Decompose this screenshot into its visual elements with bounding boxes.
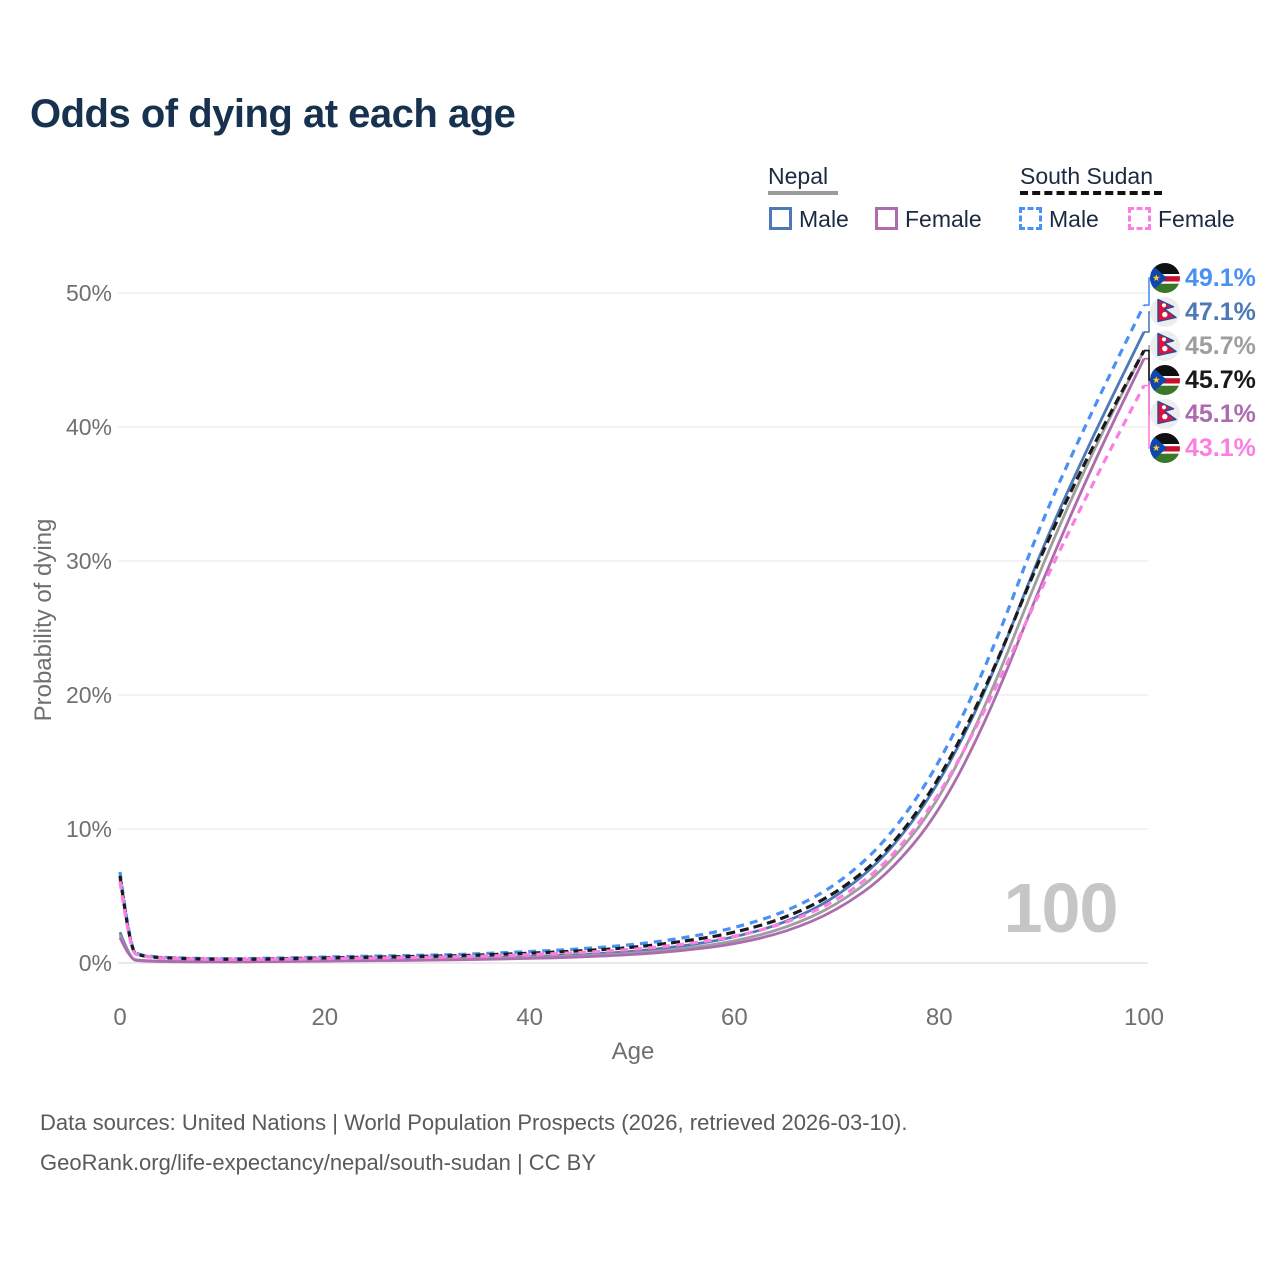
end-label-value: 43.1% — [1185, 433, 1256, 462]
y-tick-10%: 10% — [66, 816, 112, 842]
footer-attribution: GeoRank.org/life-expectancy/nepal/south-… — [40, 1150, 597, 1175]
legend-country-south-sudan[interactable]: South Sudan — [1020, 163, 1154, 189]
end-label-south-sudan-male: 49.1% — [1150, 263, 1256, 293]
legend-swatch-south-sudan-male[interactable] — [1019, 207, 1042, 230]
x-tick-80: 80 — [926, 1004, 953, 1031]
nepal-flag-icon — [1150, 297, 1180, 327]
end-label-nepal-male: 47.1% — [1150, 297, 1256, 327]
x-tick-60: 60 — [721, 1004, 748, 1031]
legend-country-nepal[interactable]: Nepal — [768, 163, 829, 189]
south-sudan-flag-icon — [1150, 263, 1180, 293]
end-label-value: 45.7% — [1185, 331, 1256, 360]
series-line-ss_male[interactable] — [118, 304, 1146, 961]
end-label-south-sudan-female: 43.1% — [1150, 433, 1256, 463]
legend: Nepal Male Female South Sudan Male Femal… — [0, 0, 1280, 250]
end-label-value: 49.1% — [1185, 263, 1256, 292]
y-tick-30%: 30% — [66, 548, 112, 574]
end-label-nepal-total: 45.7% — [1150, 331, 1256, 361]
end-label-south-sudan-total: 45.7% — [1150, 365, 1256, 395]
y-tick-20%: 20% — [66, 682, 112, 708]
legend-swatch-south-sudan-female[interactable] — [1128, 207, 1151, 230]
legend-label-south-sudan-female[interactable]: Female — [1158, 206, 1235, 232]
south-sudan-line-style-sample — [1020, 191, 1162, 195]
legend-swatch-nepal-female[interactable] — [875, 207, 898, 230]
series-line-ss_female[interactable] — [118, 384, 1146, 962]
nepal-flag-icon — [1150, 399, 1180, 429]
legend-swatch-nepal-male[interactable] — [769, 207, 792, 230]
footer-data-sources: Data sources: United Nations | World Pop… — [40, 1110, 908, 1135]
age-counter-watermark: 100 — [1003, 869, 1119, 947]
end-label-value: 45.1% — [1185, 399, 1256, 428]
y-tick-0%: 0% — [79, 950, 112, 976]
series-line-ss_total[interactable] — [118, 349, 1146, 961]
end-label-value: 47.1% — [1185, 297, 1256, 326]
x-tick-20: 20 — [311, 1004, 338, 1031]
series-line-np_female[interactable] — [118, 358, 1146, 964]
x-axis-title: Age — [611, 1038, 655, 1065]
south-sudan-flag-icon — [1150, 365, 1180, 395]
legend-label-nepal-male[interactable]: Male — [799, 206, 849, 232]
nepal-flag-icon — [1150, 331, 1180, 361]
end-label-nepal-female: 45.1% — [1150, 399, 1256, 429]
x-tick-40: 40 — [516, 1004, 543, 1031]
x-tick-100: 100 — [1124, 1004, 1164, 1031]
nepal-line-style-sample — [768, 191, 838, 195]
page-title: Odds of dying at each age — [30, 92, 516, 136]
y-axis-title: Probability of dying — [30, 518, 57, 722]
end-label-value: 45.7% — [1185, 365, 1256, 394]
south-sudan-flag-icon — [1150, 433, 1180, 463]
legend-label-nepal-female[interactable]: Female — [905, 206, 982, 232]
y-tick-50%: 50% — [66, 280, 112, 306]
legend-label-south-sudan-male[interactable]: Male — [1049, 206, 1099, 232]
y-tick-40%: 40% — [66, 414, 112, 440]
x-tick-0: 0 — [113, 1004, 126, 1031]
